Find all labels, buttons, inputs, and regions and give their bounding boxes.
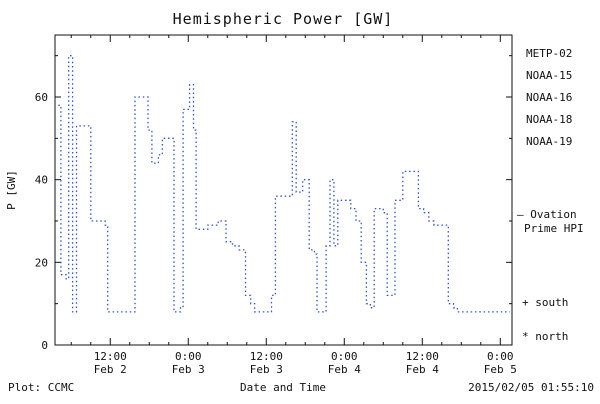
legend: METP-02 NOAA-15 NOAA-16 NOAA-18 NOAA-19 xyxy=(526,47,572,148)
hpi-line xyxy=(58,55,510,313)
x-tick-time-label: 12:00 xyxy=(406,350,439,363)
x-tick-time-label: 0:00 xyxy=(487,350,514,363)
timestamp: 2015/02/05 01:55:10 xyxy=(468,381,594,394)
north-marker-label: * north xyxy=(522,330,568,343)
chart-title: Hemispheric Power [GW] xyxy=(173,10,394,28)
south-marker-label: + south xyxy=(522,296,568,309)
x-tick-time-label: 12:00 xyxy=(250,350,283,363)
legend-item-noaa-18: NOAA-18 xyxy=(526,113,572,126)
plot-frame xyxy=(54,34,513,346)
y-tick-label: 0 xyxy=(41,339,48,352)
x-tick-date-label: Feb 5 xyxy=(484,363,517,376)
legend-item-noaa-19: NOAA-19 xyxy=(526,135,572,148)
ovation-label-line1: – Ovation xyxy=(517,208,577,221)
x-tick-date-label: Feb 2 xyxy=(94,363,127,376)
x-tick-date-label: Feb 3 xyxy=(250,363,283,376)
y-tick-label: 40 xyxy=(35,174,48,187)
legend-item-noaa-15: NOAA-15 xyxy=(526,69,572,82)
y-tick-label: 60 xyxy=(35,91,48,104)
legend-item-metp-02: METP-02 xyxy=(526,47,572,60)
legend-item-noaa-16: NOAA-16 xyxy=(526,91,572,104)
x-tick-time-label: 0:00 xyxy=(331,350,358,363)
x-tick-time-label: 0:00 xyxy=(175,350,202,363)
x-tick-date-label: Feb 4 xyxy=(406,363,439,376)
ovation-label-line2: Prime HPI xyxy=(524,222,584,235)
y-tick-label: 20 xyxy=(35,256,48,269)
plot-credit: Plot: CCMC xyxy=(8,381,74,394)
x-tick-date-label: Feb 4 xyxy=(328,363,361,376)
y-axis-label: P [GW] xyxy=(5,170,18,210)
ovation-annotation: – Ovation Prime HPI xyxy=(517,208,584,235)
x-tick-time-label: 12:00 xyxy=(94,350,127,363)
x-axis-label: Date and Time xyxy=(240,381,326,394)
x-tick-date-label: Feb 3 xyxy=(172,363,205,376)
